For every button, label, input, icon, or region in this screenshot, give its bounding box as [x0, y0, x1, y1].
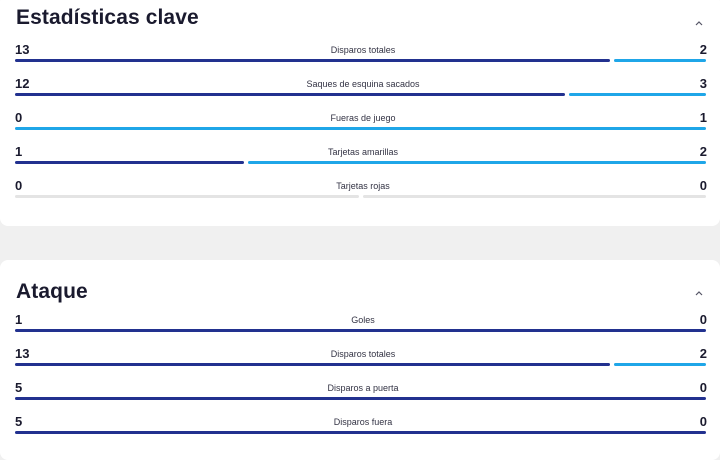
comparison-bar	[15, 59, 706, 62]
comparison-bar	[15, 127, 706, 130]
section-title: Ataque	[16, 280, 88, 303]
stat-row: 1 Tarjetas amarillas 2	[0, 144, 720, 178]
home-value: 13	[15, 346, 30, 361]
stat-label: Disparos totales	[330, 349, 396, 359]
away-value: 2	[699, 346, 707, 361]
stat-label: Fueras de juego	[330, 113, 396, 123]
away-value: 2	[699, 42, 707, 57]
section-title: Estadísticas clave	[16, 6, 199, 29]
home-value: 1	[15, 144, 23, 159]
away-value: 0	[699, 312, 707, 327]
chevron-up-icon[interactable]	[692, 286, 706, 300]
away-bar	[568, 93, 706, 96]
away-value: 0	[699, 178, 707, 193]
stat-label: Disparos totales	[330, 45, 396, 55]
comparison-bar	[15, 329, 706, 332]
home-value: 12	[15, 76, 30, 91]
stat-label: Tarjetas rojas	[336, 181, 390, 191]
key-stats-card: Estadísticas clave 13 Disparos totales 2 12…	[0, 0, 720, 226]
away-value: 0	[699, 414, 707, 429]
attack-stats-header[interactable]: Ataque	[0, 260, 720, 303]
comparison-bar	[15, 93, 706, 96]
home-bar	[15, 431, 706, 434]
stat-label: Disparos a puerta	[327, 383, 399, 393]
home-bar-empty	[15, 195, 359, 198]
stat-row: 13 Disparos totales 2	[0, 346, 720, 380]
away-bar	[614, 59, 706, 62]
home-value: 0	[15, 110, 23, 125]
stat-label: Disparos fuera	[333, 417, 393, 427]
comparison-bar	[15, 195, 706, 198]
home-value: 5	[15, 414, 23, 429]
comparison-bar	[15, 363, 706, 366]
home-bar	[15, 59, 611, 62]
home-value: 1	[15, 312, 23, 327]
away-value: 1	[699, 110, 707, 125]
home-bar	[15, 329, 706, 332]
home-value: 0	[15, 178, 23, 193]
stat-label: Tarjetas amarillas	[327, 147, 399, 157]
away-bar	[248, 161, 706, 164]
stat-row: 12 Saques de esquina sacados 3	[0, 76, 720, 110]
stat-row: 0 Tarjetas rojas 0	[0, 178, 720, 212]
away-value: 2	[699, 144, 707, 159]
away-value: 0	[699, 380, 707, 395]
stat-label: Saques de esquina sacados	[306, 79, 420, 89]
comparison-bar	[15, 161, 706, 164]
attack-stats-card: Ataque 1 Goles 0 13 Disparos totales 2 5 Dispar…	[0, 260, 720, 460]
home-bar	[15, 363, 611, 366]
home-bar	[15, 93, 565, 96]
stat-row: 5 Disparos fuera 0	[0, 414, 720, 448]
stat-row: 1 Goles 0	[0, 312, 720, 346]
home-value: 13	[15, 42, 30, 57]
stat-row: 5 Disparos a puerta 0	[0, 380, 720, 414]
away-value: 3	[699, 76, 707, 91]
away-bar	[614, 363, 706, 366]
home-bar	[15, 397, 706, 400]
chevron-up-icon[interactable]	[692, 16, 706, 30]
key-stats-header[interactable]: Estadísticas clave	[0, 0, 720, 29]
home-bar	[15, 161, 244, 164]
stat-row: 0 Fueras de juego 1	[0, 110, 720, 144]
stat-row: 13 Disparos totales 2	[0, 42, 720, 76]
stat-label: Goles	[351, 315, 375, 325]
comparison-bar	[15, 397, 706, 400]
comparison-bar	[15, 431, 706, 434]
away-bar-empty	[362, 195, 706, 198]
away-bar	[15, 127, 706, 130]
home-value: 5	[15, 380, 23, 395]
